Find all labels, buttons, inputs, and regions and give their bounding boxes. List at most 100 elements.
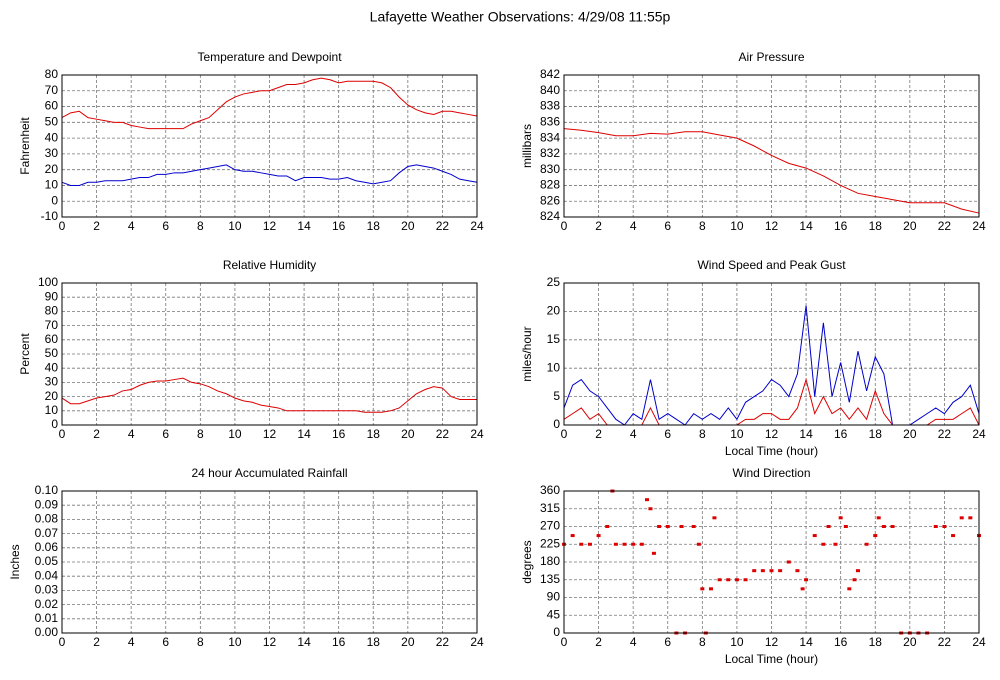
y-tick-label: 20 xyxy=(45,162,59,176)
x-tick-label: 8 xyxy=(197,635,204,649)
x-tick-label: 12 xyxy=(263,635,277,649)
data-point xyxy=(752,569,757,573)
x-tick-label: 10 xyxy=(228,427,242,441)
y-tick-label: 826 xyxy=(540,193,560,207)
x-tick-label: 8 xyxy=(699,219,706,233)
x-tick-label: 12 xyxy=(263,219,277,233)
data-point xyxy=(778,569,783,573)
y-tick-label: 828 xyxy=(540,178,560,192)
plot-frame xyxy=(61,490,478,634)
y-tick-label: 90 xyxy=(547,590,561,604)
data-point xyxy=(838,516,843,520)
x-tick-label: 2 xyxy=(93,219,100,233)
y-tick-label: 40 xyxy=(45,130,59,144)
y-tick-label: 40 xyxy=(45,360,59,374)
y-tick-label: 0.01 xyxy=(35,611,59,625)
y-tick-label: 225 xyxy=(540,536,560,550)
y-tick-label: 0.08 xyxy=(35,512,59,526)
y-tick-label: 180 xyxy=(540,554,560,568)
y-tick-label: 20 xyxy=(45,389,59,403)
x-tick-label: 10 xyxy=(228,219,242,233)
x-tick-label: 2 xyxy=(93,427,100,441)
y-tick-label: 20 xyxy=(547,304,561,318)
x-tick-label: 14 xyxy=(799,219,813,233)
data-point xyxy=(795,569,800,573)
y-tick-label: 10 xyxy=(547,360,561,374)
y-tick-label: 80 xyxy=(45,304,59,318)
chart-title: Relative Humidity xyxy=(223,258,316,272)
data-line xyxy=(563,128,980,214)
y-tick-label: 70 xyxy=(45,318,59,332)
y-tick-label: 834 xyxy=(540,130,560,144)
x-tick-label: 0 xyxy=(561,427,568,441)
y-tick-label: 0.05 xyxy=(35,554,59,568)
x-tick-label: 22 xyxy=(436,635,450,649)
data-point xyxy=(717,578,722,582)
x-tick-label: 22 xyxy=(938,427,952,441)
y-tick-label: 0.00 xyxy=(35,625,59,639)
y-tick-label: 0.10 xyxy=(35,483,59,497)
chart-title: Temperature and Dewpoint xyxy=(197,50,342,64)
data-point xyxy=(968,516,973,520)
x-tick-label: 24 xyxy=(470,219,484,233)
x-tick-label: 14 xyxy=(297,427,311,441)
plot-frame xyxy=(61,74,478,218)
x-tick-label: 4 xyxy=(128,219,135,233)
x-tick-label: 16 xyxy=(332,219,346,233)
x-tick-label: 20 xyxy=(401,635,415,649)
data-point xyxy=(760,569,765,573)
page-title: Lafayette Weather Observations: 4/29/08 … xyxy=(370,9,671,25)
data-point xyxy=(648,507,653,511)
y-tick-label: 15 xyxy=(547,332,561,346)
y-tick-label: 45 xyxy=(547,607,561,621)
x-tick-label: 2 xyxy=(595,427,602,441)
y-tick-label: 0.03 xyxy=(35,583,59,597)
x-tick-label: 24 xyxy=(972,635,986,649)
y-tick-label: 0.06 xyxy=(35,540,59,554)
x-tick-label: 4 xyxy=(128,427,135,441)
x-tick-label: 10 xyxy=(730,219,744,233)
data-point xyxy=(596,534,601,538)
data-point xyxy=(933,525,938,528)
x-tick-label: 18 xyxy=(367,635,381,649)
y-tick-label: 0 xyxy=(553,625,560,639)
data-point xyxy=(605,525,610,528)
x-tick-label: 14 xyxy=(799,635,813,649)
x-tick-label: 24 xyxy=(470,427,484,441)
data-point xyxy=(881,525,886,528)
x-tick-label: 24 xyxy=(470,635,484,649)
x-tick-label: 6 xyxy=(162,635,169,649)
x-tick-label: 8 xyxy=(197,219,204,233)
x-axis-label: Local Time (hour) xyxy=(725,444,818,458)
x-tick-label: 10 xyxy=(228,635,242,649)
data-point xyxy=(812,534,817,538)
data-point xyxy=(651,551,656,555)
y-tick-label: 70 xyxy=(45,83,59,97)
y-tick-label: 25 xyxy=(547,275,561,289)
data-point xyxy=(847,587,852,591)
data-point xyxy=(631,542,636,546)
data-point xyxy=(826,525,831,528)
x-tick-label: 22 xyxy=(938,219,952,233)
y-tick-label: 10 xyxy=(45,403,59,417)
plot-frame xyxy=(563,74,980,218)
y-axis-label: millibars xyxy=(520,124,534,168)
x-tick-label: 22 xyxy=(938,635,952,649)
chart-title: 24 hour Accumulated Rainfall xyxy=(191,466,347,480)
data-point xyxy=(843,525,848,528)
x-tick-label: 4 xyxy=(630,219,637,233)
x-tick-label: 16 xyxy=(332,427,346,441)
chart-title: Wind Direction xyxy=(732,466,810,480)
x-tick-label: 18 xyxy=(367,427,381,441)
data-point xyxy=(613,542,618,546)
x-axis-label: Local Time (hour) xyxy=(725,652,818,666)
x-tick-label: 14 xyxy=(799,427,813,441)
x-tick-label: 14 xyxy=(297,635,311,649)
x-tick-label: 18 xyxy=(869,635,883,649)
y-tick-label: 0 xyxy=(553,417,560,431)
data-point xyxy=(696,542,701,546)
y-axis-label: miles/hour xyxy=(520,326,534,381)
data-point xyxy=(821,542,826,546)
x-tick-label: 12 xyxy=(765,219,779,233)
